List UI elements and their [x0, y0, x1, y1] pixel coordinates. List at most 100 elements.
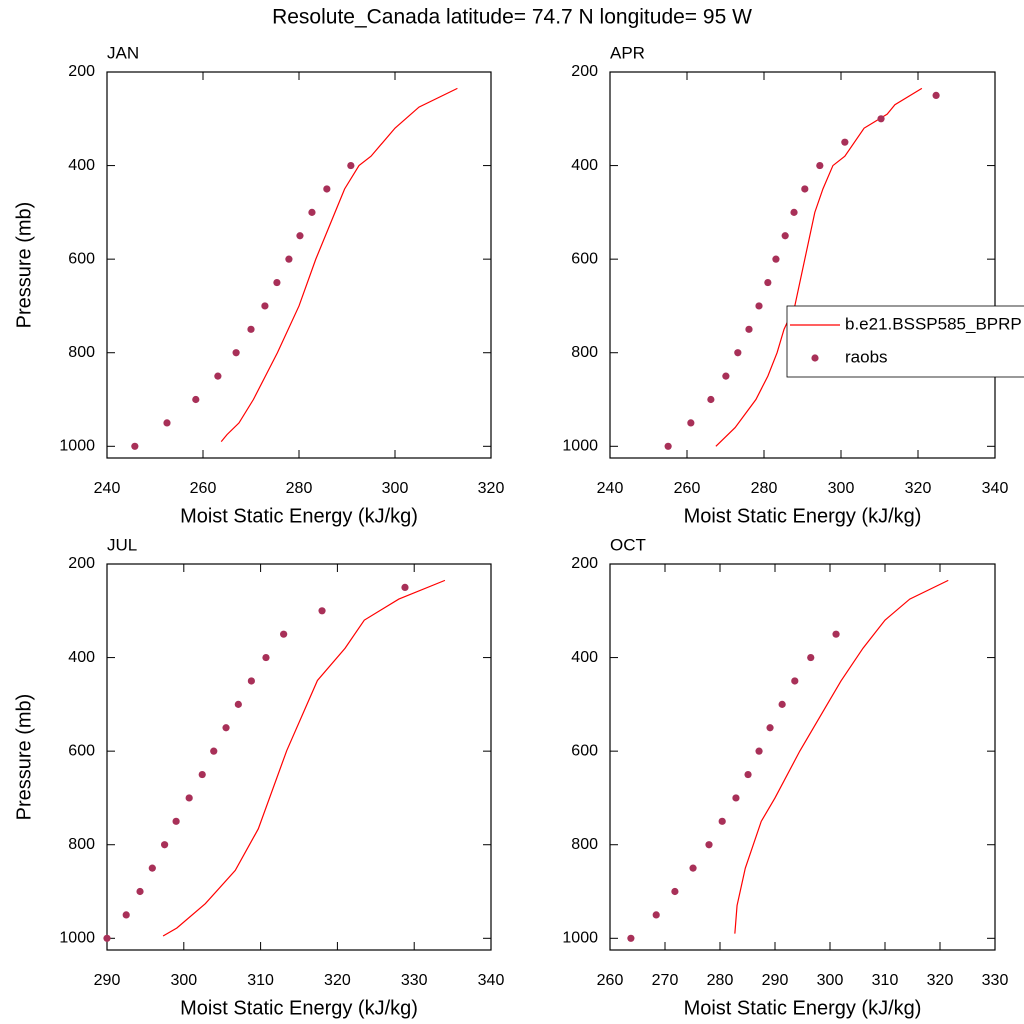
y-tick-label: 400 [571, 649, 598, 666]
y-tick-label: 200 [571, 63, 598, 80]
raobs-marker [755, 747, 763, 755]
x-tick-label: 280 [751, 480, 778, 497]
raobs-marker [285, 255, 293, 263]
x-axis-label: Moist Static Energy (kJ/kg) [684, 997, 922, 1019]
y-axis-label: Pressure (mb) [13, 202, 35, 329]
raobs-marker [273, 278, 281, 287]
y-tick-label: 600 [571, 250, 598, 267]
panel-title: JUL [107, 535, 137, 554]
raobs-marker [745, 325, 753, 333]
raobs-marker [214, 372, 222, 380]
y-tick-label: 400 [571, 157, 598, 174]
x-tick-label: 320 [324, 972, 351, 989]
raobs-marker [766, 724, 774, 732]
raobs-marker [103, 934, 111, 942]
legend-box [786, 305, 1024, 378]
raobs-marker [280, 630, 288, 638]
x-tick-label: 310 [872, 972, 899, 989]
raobs-marker [705, 841, 713, 849]
raobs-marker [185, 794, 193, 802]
raobs-marker [652, 911, 660, 919]
raobs-marker [401, 583, 409, 591]
y-tick-label: 800 [571, 836, 598, 853]
x-tick-label: 240 [597, 480, 624, 497]
y-tick-label: 800 [571, 344, 598, 361]
y-tick-label: 800 [68, 344, 95, 361]
raobs-marker [192, 395, 200, 404]
raobs-marker [778, 700, 786, 708]
raobs-marker [627, 934, 635, 942]
raobs-marker [318, 607, 326, 615]
raobs-marker [232, 349, 240, 357]
y-tick-label: 1000 [562, 930, 598, 947]
raobs-marker [222, 724, 230, 732]
model-line [220, 87, 458, 443]
y-tick-label: 200 [571, 555, 598, 572]
plot-frame [609, 71, 996, 459]
raobs-marker [163, 419, 171, 427]
x-tick-label: 240 [94, 480, 121, 497]
raobs-marker [790, 208, 798, 216]
legend-label: b.e21.BSSP585_BPRP [845, 314, 1022, 333]
raobs-marker [781, 232, 789, 240]
x-tick-label: 330 [982, 972, 1009, 989]
model-line [734, 579, 949, 934]
raobs-marker [664, 442, 672, 450]
y-tick-label: 600 [68, 742, 95, 759]
raobs-marker [734, 349, 742, 357]
y-tick-label: 400 [68, 649, 95, 666]
model-line [162, 579, 446, 937]
raobs-marker [801, 185, 809, 193]
raobs-marker [932, 91, 940, 99]
raobs-marker [807, 653, 815, 662]
raobs-marker [791, 677, 799, 685]
x-tick-label: 300 [817, 972, 844, 989]
x-tick-label: 300 [382, 480, 409, 497]
y-tick-label: 600 [571, 742, 598, 759]
raobs-marker [707, 395, 715, 404]
x-tick-label: 320 [927, 972, 954, 989]
x-axis-label: Moist Static Energy (kJ/kg) [180, 505, 418, 527]
raobs-marker [161, 841, 169, 849]
y-tick-label: 600 [68, 250, 95, 267]
legend-marker [811, 354, 819, 362]
legend-label: raobs [845, 347, 888, 366]
panel-title: OCT [610, 535, 646, 554]
raobs-marker [732, 794, 740, 802]
x-tick-label: 260 [190, 480, 217, 497]
x-tick-label: 300 [828, 480, 855, 497]
raobs-marker [671, 887, 679, 896]
raobs-marker [764, 278, 772, 287]
x-tick-label: 280 [286, 480, 313, 497]
raobs-marker [148, 864, 156, 872]
x-tick-label: 280 [707, 972, 734, 989]
raobs-marker [131, 442, 139, 450]
raobs-marker [198, 770, 206, 779]
raobs-marker [234, 700, 242, 708]
x-tick-label: 320 [905, 480, 932, 497]
figure-title: Resolute_Canada latitude= 74.7 N longitu… [272, 6, 752, 29]
raobs-marker [718, 817, 726, 825]
raobs-marker [308, 208, 316, 216]
plot-frame [609, 563, 996, 951]
panel-title: JAN [107, 43, 139, 62]
panel-title: APR [610, 43, 645, 62]
raobs-marker [832, 630, 840, 638]
y-tick-label: 400 [68, 157, 95, 174]
raobs-marker [136, 887, 144, 896]
raobs-marker [877, 115, 885, 123]
raobs-marker [172, 817, 180, 825]
raobs-marker [744, 770, 752, 779]
y-tick-label: 200 [68, 63, 95, 80]
raobs-marker [323, 185, 331, 193]
raobs-marker [122, 911, 130, 919]
x-tick-label: 290 [94, 972, 121, 989]
x-tick-label: 300 [170, 972, 197, 989]
model-line [715, 87, 923, 447]
y-axis-label: Pressure (mb) [13, 694, 35, 821]
raobs-marker [262, 653, 270, 662]
x-tick-label: 340 [982, 480, 1009, 497]
y-tick-label: 200 [68, 555, 95, 572]
